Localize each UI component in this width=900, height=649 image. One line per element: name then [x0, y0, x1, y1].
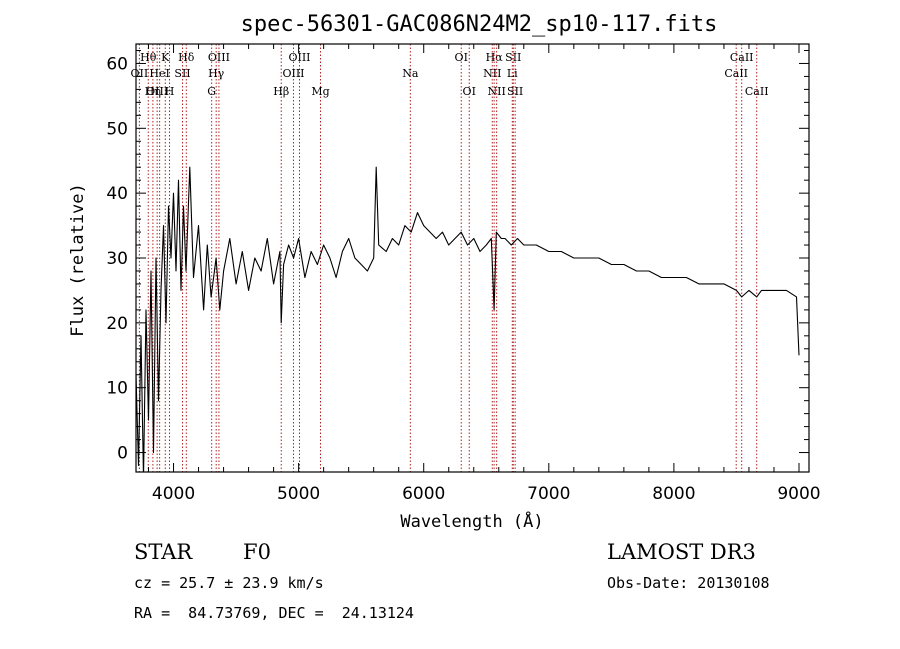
spectral-line-label: G	[207, 85, 216, 98]
spectral-line-label: Hγ	[208, 67, 225, 80]
axes: 4000 5000 6000 7000 8000 9000 0 10 20 30 40 50 60	[106, 43, 821, 504]
plot-frame	[135, 43, 810, 473]
y-tick-label: 60	[106, 54, 128, 74]
chart-title: spec-56301-GAC086N24M2_sp10-117.fits	[241, 12, 718, 37]
spectral-line-label: NII	[487, 85, 505, 98]
plot-area: Hθ OII OIII K Hη HeI H SII Hδ OIII Hγ G Hβ OIII OIII Mg…	[131, 44, 800, 472]
spectral-line-label: Hδ	[178, 51, 195, 64]
spectral-line-label: SII	[174, 67, 190, 80]
spectral-line-label: OIII	[282, 67, 304, 80]
spectral-line-label: Hθ	[140, 51, 157, 64]
spectral-line-label: CaII	[730, 51, 754, 64]
spectral-line-label: OIII	[146, 85, 168, 98]
y-tick-label: 30	[106, 249, 128, 269]
spectral-line-label: Hβ	[273, 85, 289, 98]
y-tick-label: 20	[106, 314, 128, 334]
spectral-line-label: NII	[483, 67, 501, 80]
spectral-line-label: Mg	[311, 85, 329, 98]
x-axis-label: Wavelength (Å)	[400, 510, 543, 532]
object-subclass: F0	[243, 540, 271, 564]
spectral-line-label: OII	[131, 67, 149, 80]
spectral-line-label: Hη	[145, 85, 161, 98]
spectral-line-label: OIII	[208, 51, 230, 64]
spectral-line-label: OIII	[288, 51, 310, 64]
spectral-line-label: Na	[402, 67, 419, 80]
flux-series-line	[136, 166, 800, 472]
sky-coordinates: RA = 84.73769, DEC = 24.13124	[134, 604, 414, 622]
spectral-line-label: HeI	[149, 67, 169, 80]
y-tick-label: 10	[106, 379, 128, 399]
y-tick-label: 50	[106, 119, 128, 139]
y-tick-label: 0	[117, 444, 128, 464]
y-tick-label: 40	[106, 184, 128, 204]
object-class: STAR	[134, 540, 193, 564]
observation-date: Obs-Date: 20130108	[607, 574, 770, 592]
spectral-line-label: H	[165, 85, 175, 98]
x-tick-label: 6000	[402, 484, 445, 504]
spectral-line-label: Hα	[486, 51, 504, 64]
spectral-line-label: CaII	[745, 85, 769, 98]
x-tick-label: 5000	[277, 484, 320, 504]
spectral-line-label: SII	[505, 51, 521, 64]
spectral-line-label: SII	[507, 85, 523, 98]
x-tick-label: 9000	[777, 484, 820, 504]
spectral-line-label: OI	[463, 85, 476, 98]
x-tick-label: 7000	[527, 484, 570, 504]
y-axis-label: Flux (relative)	[68, 183, 88, 337]
spectral-line-label: CaII	[724, 67, 748, 80]
spectral-line-label: Li	[507, 67, 518, 80]
survey-name: LAMOST DR3	[607, 540, 756, 564]
spectral-line-label: K	[161, 51, 170, 64]
x-tick-label: 8000	[652, 484, 695, 504]
spectral-line-label: OI	[455, 51, 468, 64]
redshift-velocity: cz = 25.7 ± 23.9 km/s	[134, 574, 324, 592]
x-tick-label: 4000	[152, 484, 195, 504]
